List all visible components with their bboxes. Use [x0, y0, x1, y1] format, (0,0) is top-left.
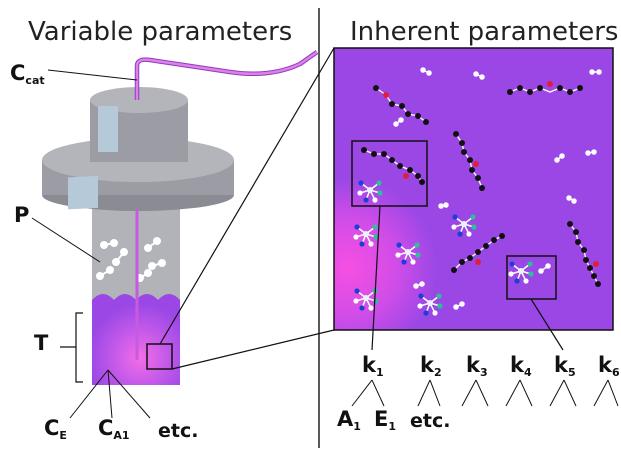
gas-molecules — [96, 237, 166, 282]
k-label: k3 — [466, 353, 488, 379]
label-ca1: CA1 — [98, 416, 130, 442]
label-t: T — [34, 331, 49, 355]
k5-pointer — [530, 298, 564, 351]
label-ccat: Ccat — [10, 61, 45, 87]
zoomed-view — [333, 47, 614, 331]
label-etc-reactor: etc. — [158, 420, 198, 442]
k-label: k5 — [554, 353, 576, 379]
reactor — [42, 50, 319, 385]
k-label: k6 — [598, 353, 620, 379]
reactor-bottom-labels: CE CA1 etc. — [44, 369, 198, 442]
zoom-line-bottom — [171, 329, 335, 370]
zoom-region — [146, 343, 173, 370]
label-p: P — [14, 203, 29, 227]
k1-child-a1: A1 — [337, 407, 361, 433]
zoom-line-top — [159, 47, 335, 345]
left-title: Variable parameters — [28, 17, 292, 47]
k-labels: k1 k2 k3 k4 k5 k6 — [362, 353, 620, 379]
ccat-pointer — [47, 69, 138, 81]
k-label: k1 — [362, 353, 384, 379]
h2-molecules — [393, 67, 602, 310]
k2-child-etc: etc. — [410, 410, 450, 432]
t-bracket — [60, 312, 83, 383]
p-pointer — [31, 217, 101, 263]
window-upper — [98, 106, 118, 152]
k1-pointer — [371, 205, 381, 351]
window-lower — [68, 175, 98, 210]
label-ce: CE — [44, 416, 67, 442]
k-label: k4 — [510, 353, 532, 379]
right-title: Inherent parameters — [350, 17, 618, 47]
k1-child-e1: E1 — [374, 407, 396, 433]
k-branches — [351, 379, 619, 407]
k-label: k2 — [420, 353, 442, 379]
catalyst-tube — [135, 50, 318, 100]
inner-box-k1 — [351, 140, 428, 207]
chain-molecules — [361, 81, 601, 287]
